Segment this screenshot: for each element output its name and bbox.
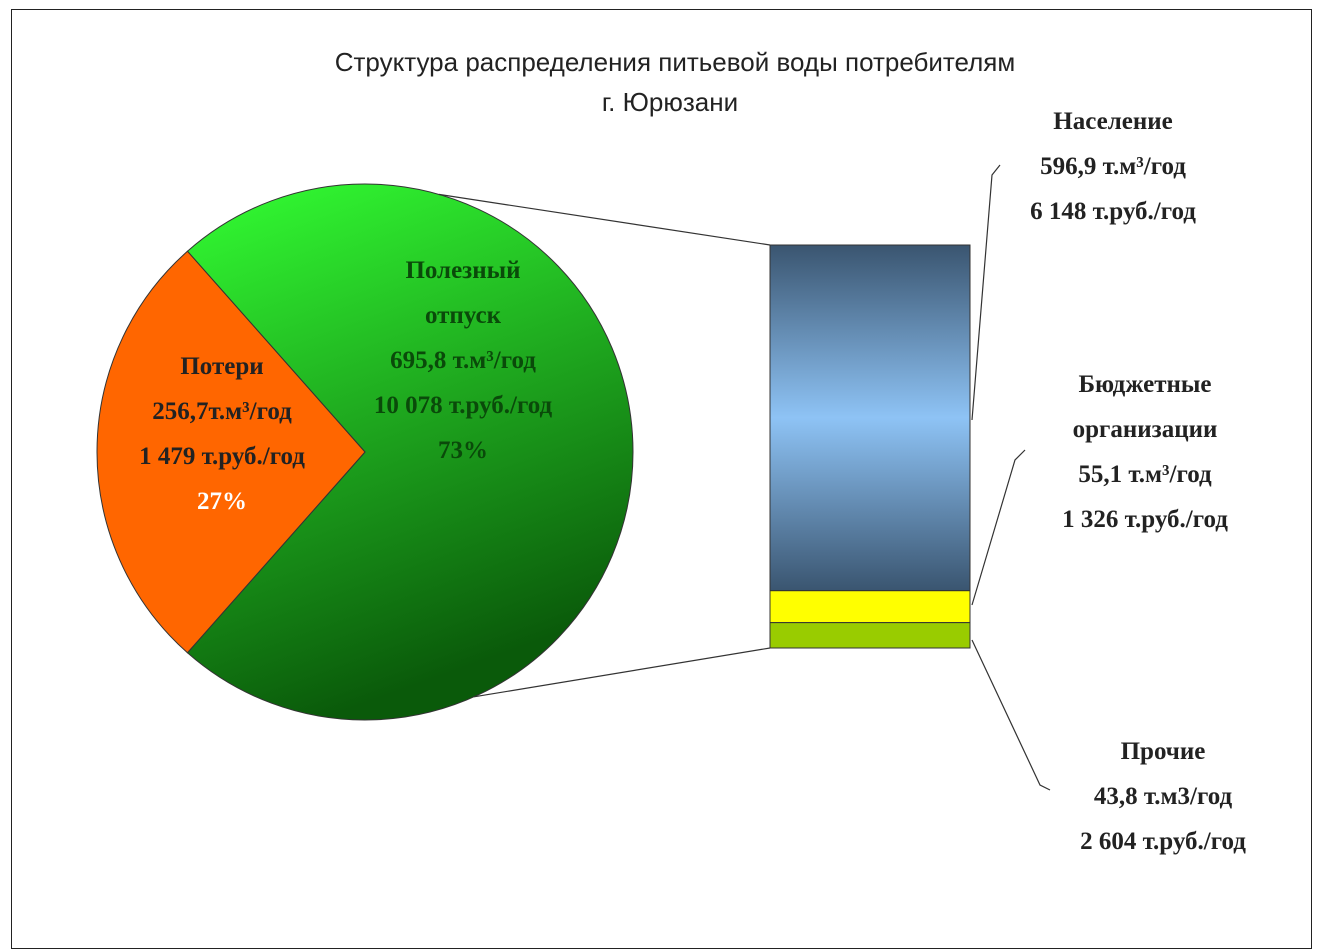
label-line: 256,7т.м³/год <box>152 398 292 425</box>
bar-segment <box>769 590 971 624</box>
label-line: 43,8 т.м3/год <box>1093 783 1233 810</box>
label-line: 1 479 т.руб./год <box>139 443 305 470</box>
data-label: Потери 256,7т.м³/год 1 479 т.руб./год 27% <box>102 344 342 524</box>
chart <box>96 164 1051 791</box>
label-line: 10 078 т.руб./год <box>373 392 553 419</box>
bar-segment <box>769 622 971 649</box>
data-label: Полезный отпуск 695,8 т.м³/год 10 078 т.ру… <box>343 248 583 473</box>
label-line: 55,1 т.м³/год <box>1078 461 1212 488</box>
label-line: 6 148 т.руб./год <box>1030 198 1196 225</box>
label-line: Потери <box>180 353 264 380</box>
label-line: 596,9 т.м³/год <box>1040 153 1186 180</box>
data-label: Прочие 43,8 т.м3/год 2 604 т.руб./год <box>1043 729 1283 864</box>
leader-line <box>971 449 1026 606</box>
label-line: 695,8 т.м³/год <box>390 347 536 374</box>
label-line: 73% <box>438 437 488 464</box>
leader-lines <box>971 164 1051 791</box>
chart-title: Структура распределения питьевой воды по… <box>334 47 1016 77</box>
chart-title: г. Юрюзани <box>601 87 739 117</box>
connector-line <box>473 647 771 698</box>
label-line: 2 604 т.руб./год <box>1080 828 1246 855</box>
pie-slice <box>186 183 634 721</box>
label-line: Полезный отпуск <box>405 257 521 329</box>
pie-slice <box>96 250 366 654</box>
label-line: Бюджетные организации <box>1072 371 1218 443</box>
bar-segment <box>769 244 971 592</box>
leader-line <box>971 164 1001 421</box>
leader-line <box>971 639 1051 791</box>
connector-line <box>438 193 771 246</box>
label-line: 1 326 т.руб./год <box>1062 506 1228 533</box>
data-label: Население 596,9 т.м³/год 6 148 т.руб./год <box>993 99 1233 234</box>
label-line: Прочие <box>1120 738 1206 765</box>
page: Структура распределения питьевой воды по… <box>11 9 1312 949</box>
label-line: Население <box>1053 108 1173 135</box>
label-line: 27% <box>197 488 247 515</box>
data-label: Бюджетные организации 55,1 т.м³/год 1 326 … <box>1030 362 1260 542</box>
